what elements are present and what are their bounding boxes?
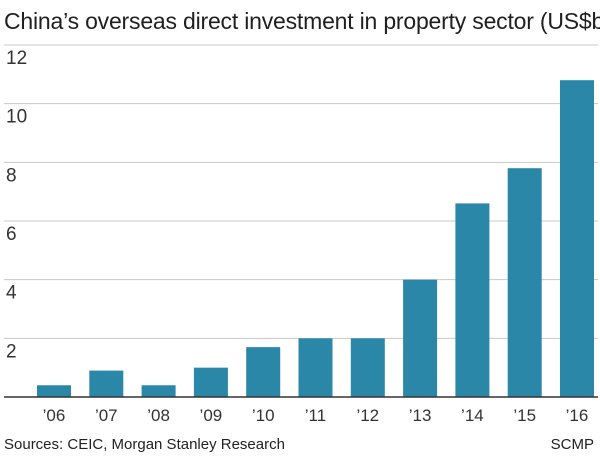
gridlines: [4, 44, 598, 339]
bar: [246, 347, 281, 397]
x-tick-label: ’12: [356, 406, 379, 425]
y-tick-label: 6: [6, 224, 17, 245]
x-tick-label: ’10: [252, 406, 275, 425]
y-tick-label: 12: [6, 48, 27, 69]
x-tick-label: ’11: [305, 406, 326, 425]
x-tick-label: ’09: [200, 406, 223, 425]
x-tick-label: ’07: [95, 406, 118, 425]
bar: [141, 385, 176, 397]
y-axis-tick-labels: 2 4 6 8 10 12: [6, 48, 27, 362]
y-tick-label: 2: [6, 341, 17, 362]
publisher-credit: SCMP: [550, 436, 594, 453]
bar: [89, 370, 124, 397]
y-tick-label: 10: [6, 107, 27, 128]
source-note: Sources: CEIC, Morgan Stanley Research: [4, 436, 285, 453]
x-tick-label: ’08: [147, 406, 170, 425]
bars: [37, 80, 594, 397]
x-tick-label: ’15: [513, 406, 536, 425]
bar: [193, 367, 228, 397]
bar: [455, 203, 490, 397]
x-tick-label: ’14: [461, 406, 484, 425]
bar: [403, 279, 438, 397]
bar: [37, 385, 71, 397]
x-tick-label: ’16: [566, 406, 589, 425]
bar: [560, 80, 594, 397]
chart-title: China’s overseas direct investment in pr…: [4, 8, 600, 34]
x-axis-tick-labels: ’06 ’07 ’08 ’09 ’10 ’11 ’12 ’13 ’14 ’15 ’16: [43, 406, 589, 425]
x-tick-label: ’06: [43, 406, 66, 425]
y-tick-label: 8: [6, 165, 17, 186]
x-tick-label: ’13: [409, 406, 432, 425]
bar: [298, 338, 333, 397]
bar: [507, 168, 542, 397]
bar: [350, 338, 385, 397]
y-tick-label: 4: [6, 283, 17, 304]
